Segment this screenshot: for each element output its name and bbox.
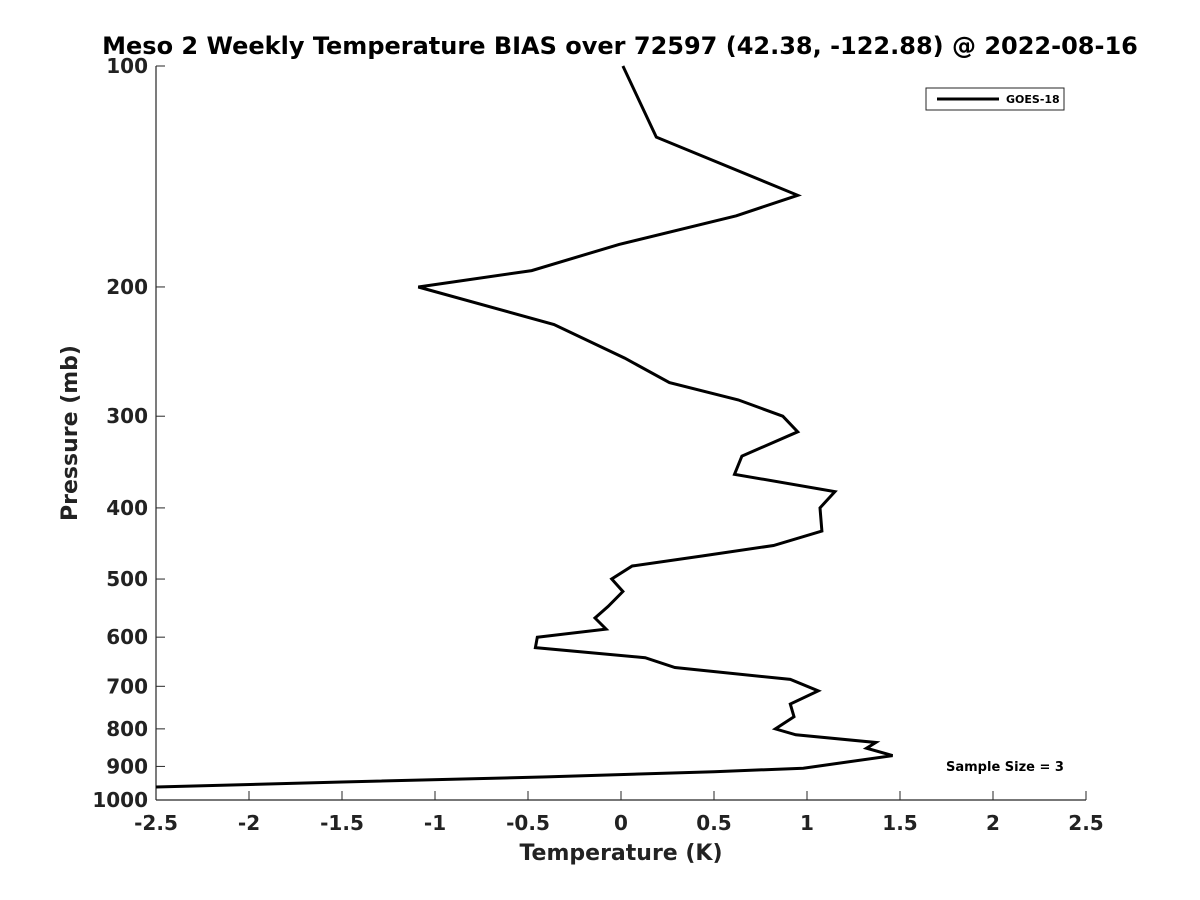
x-ticks: -2.5 -2 -1.5 -1 -0.5 0 0.5 1 1.5 2 2.5 — [134, 791, 1104, 835]
legend: GOES-18 — [925, 87, 1065, 111]
x-tick-label: 0.5 — [696, 811, 731, 835]
y-tick-label: 200 — [106, 275, 148, 299]
y-axis-label: Pressure (mb) — [58, 345, 83, 521]
chart-title: Meso 2 Weekly Temperature BIAS over 7259… — [102, 32, 1138, 60]
y-tick-label: 100 — [106, 54, 148, 78]
y-tick-label: 700 — [106, 674, 148, 698]
x-axis-label: Temperature (K) — [519, 841, 722, 866]
series-layer — [155, 65, 894, 789]
x-tick-label: -2.5 — [134, 811, 178, 835]
x-tick-label: -0.5 — [506, 811, 550, 835]
x-tick-label: 1 — [800, 811, 814, 835]
sample-size-annotation: Sample Size = 3 — [946, 760, 1064, 775]
y-tick-label: 600 — [106, 625, 148, 649]
x-tick-label: -1.5 — [320, 811, 364, 835]
x-tick-label: 0 — [614, 811, 628, 835]
x-tick-label: -2 — [238, 811, 260, 835]
y-ticks: 100 200 300 400 500 600 700 800 900 1000 — [92, 54, 165, 812]
y-tick-label: 500 — [106, 567, 148, 591]
x-tick-label: 2.5 — [1068, 811, 1103, 835]
series-line-goes-18 — [155, 65, 894, 789]
y-tick-label: 1000 — [92, 788, 148, 812]
x-tick-label: 1.5 — [882, 811, 917, 835]
y-tick-label: 400 — [106, 496, 148, 520]
x-tick-label: -1 — [424, 811, 446, 835]
y-tick-label: 300 — [106, 404, 148, 428]
x-tick-label: 2 — [986, 811, 1000, 835]
axes — [155, 66, 1086, 801]
y-tick-label: 900 — [106, 754, 148, 778]
y-tick-label: 800 — [106, 717, 148, 741]
legend-label-goes-18: GOES-18 — [1006, 93, 1060, 106]
